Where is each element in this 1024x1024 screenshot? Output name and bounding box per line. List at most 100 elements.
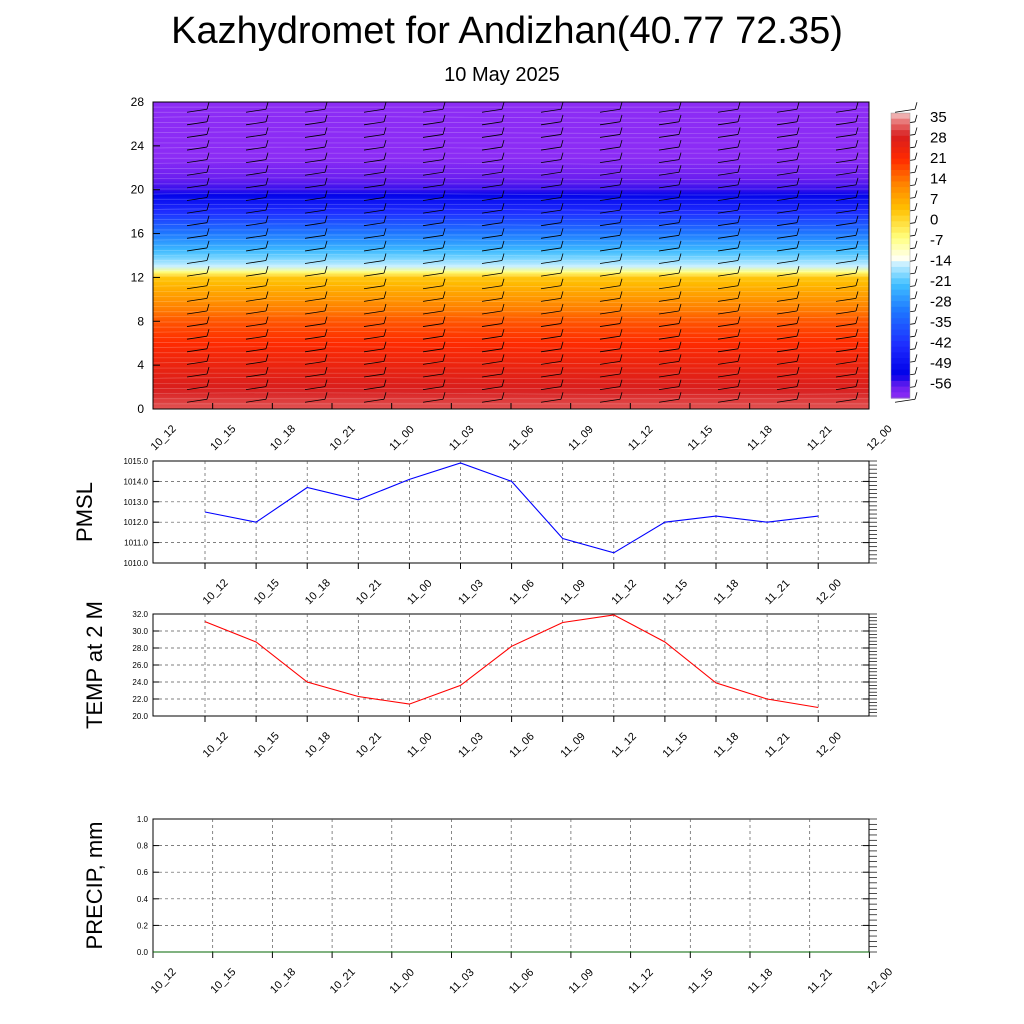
colorbar-label: 28	[930, 130, 947, 147]
wind-barb	[894, 102, 918, 113]
x-tick-label: 10_18	[268, 966, 298, 996]
wind-barb	[422, 190, 446, 201]
x-tick-label: 11_06	[507, 967, 537, 997]
wind-barb	[540, 354, 564, 365]
wind-barb	[540, 139, 564, 151]
wind-barb	[245, 366, 269, 378]
wind-barb	[422, 177, 446, 189]
wind-barb	[186, 190, 210, 201]
wind-barb	[717, 278, 741, 290]
wind-barb	[599, 114, 623, 126]
contour-line	[152, 131, 870, 134]
wind-barb	[304, 366, 328, 378]
wind-barb	[304, 253, 328, 264]
colorbar-cell	[891, 375, 910, 382]
wind-barb	[540, 329, 564, 340]
wind-barb	[422, 152, 446, 164]
wind-barb	[422, 366, 446, 378]
colorbar-cell	[891, 152, 910, 160]
colorbar-label: 7	[930, 191, 938, 208]
wind-barb	[540, 278, 564, 290]
wind-barb	[363, 329, 387, 340]
contour-line	[152, 162, 870, 165]
colorbar-label: -14	[930, 253, 952, 270]
wind-barb	[363, 392, 387, 403]
colorbar-cell	[891, 118, 910, 125]
wind-barb	[835, 190, 859, 201]
wind-barb	[481, 291, 505, 302]
x-tick-label: 11_03	[447, 424, 477, 454]
wind-barb	[599, 102, 623, 113]
wind-barb	[776, 291, 800, 302]
wind-barb	[186, 341, 210, 353]
wind-barb	[481, 253, 505, 264]
wind-barb	[304, 102, 328, 113]
wind-barb	[776, 240, 800, 252]
wind-barb	[599, 152, 623, 164]
wind-barb	[363, 266, 387, 277]
wind-barb	[540, 127, 564, 138]
wind-barb	[363, 139, 387, 151]
wind-barb	[422, 354, 446, 365]
x-tick-label: 11_15	[661, 731, 691, 761]
wind-barb	[363, 202, 387, 214]
wind-barb	[658, 303, 682, 315]
wind-barb	[245, 228, 269, 239]
x-tick-label: 11_18	[712, 578, 742, 608]
wind-barb	[245, 341, 269, 353]
colorbar-cell	[891, 204, 910, 211]
wind-barb	[422, 253, 446, 264]
contour-line	[152, 377, 870, 380]
colorbar-cell	[891, 232, 910, 239]
wind-barb	[599, 202, 623, 214]
y-axis-label: PMSL	[72, 482, 97, 542]
wind-barb	[481, 266, 505, 277]
wind-barb	[481, 354, 505, 365]
wind-barb	[658, 139, 682, 151]
y-axis-label: PRECIP, mm	[82, 822, 107, 950]
wind-barb	[835, 379, 859, 391]
wind-barb	[835, 139, 859, 151]
wind-barb	[835, 303, 859, 315]
y-tick-label: 1014.0	[124, 477, 149, 486]
wind-barb	[717, 240, 741, 252]
wind-barb	[186, 177, 210, 189]
wind-barb	[599, 392, 623, 403]
wind-barb	[245, 303, 269, 315]
wind-barb	[835, 278, 859, 290]
wind-barb	[186, 316, 210, 327]
wind-barb	[245, 240, 269, 252]
wind-barb	[835, 202, 859, 214]
wind-barb	[599, 316, 623, 327]
wind-barb	[658, 266, 682, 277]
x-tick-label: 11_06	[507, 424, 537, 454]
wind-barb	[658, 165, 682, 176]
wind-barb	[422, 303, 446, 315]
wind-barb	[481, 114, 505, 126]
x-tick-label: 11_06	[507, 578, 537, 608]
wind-barb	[835, 127, 859, 138]
colorbar-cell	[891, 386, 910, 393]
colorbar-cell	[891, 329, 910, 336]
y-tick-label: 8	[137, 314, 144, 328]
wind-barb	[304, 303, 328, 315]
wind-barb	[481, 228, 505, 239]
wind-barb	[599, 341, 623, 353]
wind-barb	[599, 278, 623, 290]
wind-barb	[717, 341, 741, 353]
wind-barb	[304, 202, 328, 214]
wind-barb	[540, 253, 564, 264]
x-tick-label: 12_00	[865, 966, 895, 996]
wind-barb	[540, 316, 564, 327]
x-tick-label: 12_00	[865, 423, 895, 453]
wind-barb	[481, 152, 505, 164]
wind-barb	[540, 266, 564, 277]
wind-barb	[481, 177, 505, 189]
wind-barb	[835, 266, 859, 277]
wind-barb	[245, 102, 269, 113]
colorbar-cell	[891, 266, 910, 274]
wind-barb	[540, 228, 564, 239]
x-tick-label: 11_09	[567, 967, 597, 997]
wind-barb	[245, 379, 269, 391]
wind-barb	[304, 190, 328, 201]
